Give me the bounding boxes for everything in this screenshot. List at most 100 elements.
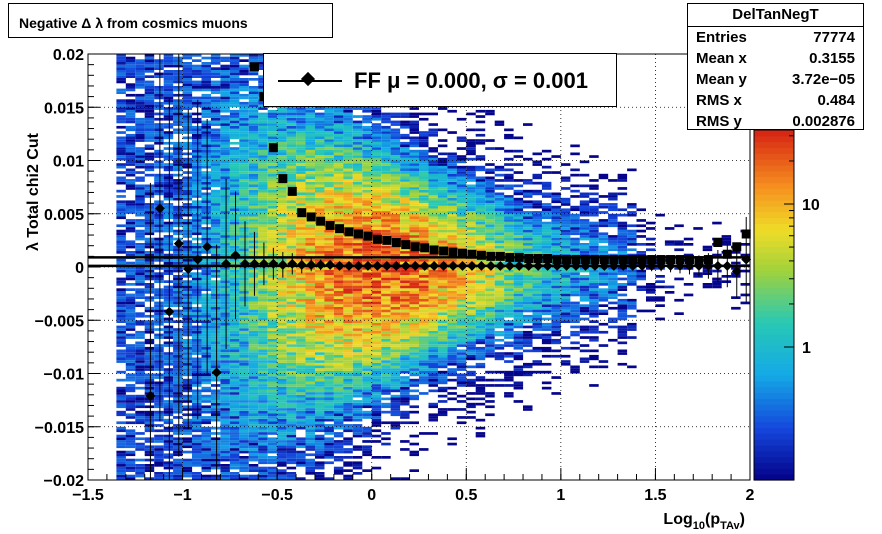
heat-cell [239,357,249,361]
heat-cell [220,477,230,480]
heat-cell [400,269,410,273]
heat-cell [229,397,240,401]
heat-cell [258,450,268,454]
heat-cell [362,413,372,417]
heat-cell [277,397,287,401]
heat-cell [201,211,211,214]
heat-cell [125,304,136,307]
heat-cell [305,448,315,451]
heat-cell [409,224,419,228]
heat-cell [248,357,259,361]
heat-cell [125,120,136,124]
heat-cell [409,370,419,374]
heat-cell [315,306,325,310]
heat-cell [390,168,401,172]
heat-cell [315,165,325,169]
heat-cell [343,189,353,193]
heat-cell [390,171,401,174]
heat-cell [371,229,382,233]
heat-cell [447,301,457,305]
heat-cell [324,285,334,289]
heat-cell [144,368,155,371]
heat-cell [201,149,211,153]
heat-cell [125,272,136,275]
heat-cell [229,224,240,228]
heat-cell [305,176,315,180]
heat-cell [210,195,221,198]
heat-cell [277,197,287,201]
heat-cell [239,437,249,441]
heat-cell [437,309,448,313]
heat-cell [239,285,249,289]
heat-cell [447,219,457,222]
heat-cell [324,152,334,156]
heat-cell [296,477,306,480]
heat-cell [220,64,230,68]
heat-cell [248,179,259,182]
heat-cell [192,86,202,89]
heat-cell [173,405,183,409]
heat-cell [324,184,334,188]
heat-cell [267,397,278,401]
heat-cell [258,346,268,350]
heat-cell [343,293,353,297]
heat-cell [116,280,126,283]
heat-cell [419,325,429,329]
heat-cell [409,280,419,283]
heat-cell [447,344,457,347]
heat-cell [447,269,457,273]
heat-cell [239,72,249,76]
heat-cell [192,229,202,233]
heat-cell [296,344,306,347]
heat-cell [277,432,287,435]
heat-cell [466,272,476,275]
heat-cell [182,330,193,334]
heat-cell [239,195,249,198]
heat-cell [220,168,230,172]
heat-cell [277,381,287,385]
heat-cell [277,437,287,441]
heat-cell [210,450,221,454]
heat-cell [116,304,126,307]
heat-cell [248,54,259,57]
heat-cell [343,141,353,145]
heat-cell [315,133,325,137]
heat-cell [125,128,136,132]
heat-cell [192,341,202,345]
heat-cell [447,333,457,337]
heat-cell [135,139,145,142]
heat-cell [210,328,221,331]
heat-cell [116,402,126,406]
heat-cell [154,357,164,361]
heat-cell [116,109,126,113]
heat-cell [135,205,145,209]
heat-cell [371,203,382,206]
heat-cell [362,301,372,305]
heat-cell [286,139,297,142]
heat-cell [324,136,334,140]
heat-cell [277,128,287,132]
heat-cell [258,291,268,294]
heat-cell [437,338,448,342]
heat-cell [277,237,287,241]
heat-cell [267,341,278,345]
heat-cell [400,312,410,315]
heat-cell [333,314,344,318]
heat-cell [201,461,211,465]
heat-cell [362,203,372,206]
heat-cell [125,288,136,291]
heat-cell [125,112,136,116]
heat-cell [173,376,183,379]
heat-cell [333,304,344,307]
heat-cell [371,317,382,321]
heat-cell [182,187,193,190]
heat-cell [343,203,353,206]
heat-cell [315,442,325,446]
heat-cell [437,408,448,411]
heat-cell [352,448,363,451]
heat-cell [125,322,136,326]
heat-cell [296,386,306,390]
heat-cell [400,208,410,212]
heat-cell [333,424,344,427]
heat-cell [201,232,211,236]
